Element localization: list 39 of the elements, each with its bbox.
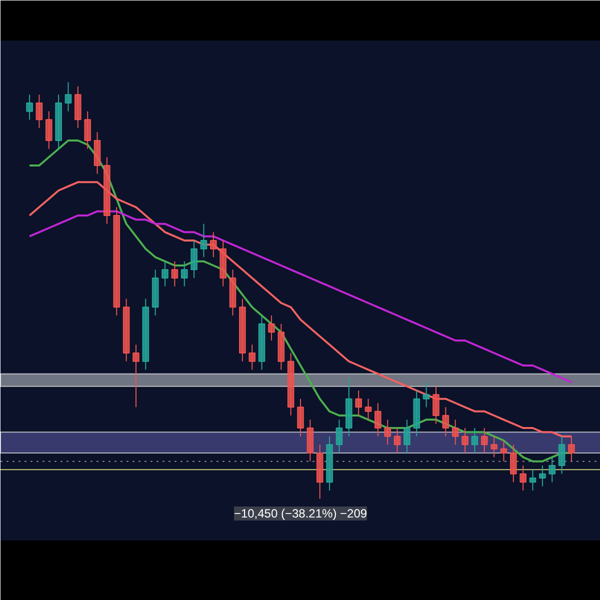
candlestick — [64, 82, 72, 112]
candlestick — [336, 419, 343, 454]
candlestick — [132, 344, 140, 408]
candlestick — [500, 440, 508, 462]
candlestick — [364, 398, 372, 420]
candlestick — [539, 465, 546, 487]
candlestick — [26, 94, 33, 120]
candlestick — [171, 260, 178, 287]
candlestick — [162, 260, 168, 287]
candlestick — [462, 428, 468, 454]
candlestick — [471, 428, 478, 454]
candlestick — [394, 428, 401, 454]
candlestick — [432, 386, 440, 424]
candlestick — [84, 110, 91, 150]
candlestick — [548, 456, 556, 483]
candlestick — [297, 398, 304, 437]
candlestick — [452, 419, 459, 446]
text: −10,450 (−38.21%) −209 — [234, 506, 368, 520]
candlestick — [404, 419, 410, 454]
candlestick — [355, 390, 362, 416]
candlestick — [568, 436, 575, 462]
candlestick — [480, 428, 488, 454]
candlestick — [190, 240, 198, 278]
candlestick — [374, 402, 382, 437]
candlestick — [200, 223, 208, 258]
candlestick — [558, 436, 566, 474]
candlestick — [520, 465, 526, 491]
candlestick — [529, 469, 536, 491]
candlestick — [268, 315, 275, 341]
candlestick — [422, 382, 430, 408]
candlestick — [210, 232, 217, 258]
candlestick — [510, 444, 517, 483]
candlestick — [490, 436, 498, 458]
candlestick — [248, 344, 256, 370]
candlestick — [384, 419, 391, 446]
candlestick — [36, 94, 43, 128]
candlestick — [442, 406, 450, 437]
candlestick — [180, 260, 188, 287]
candlestick — [45, 110, 52, 150]
